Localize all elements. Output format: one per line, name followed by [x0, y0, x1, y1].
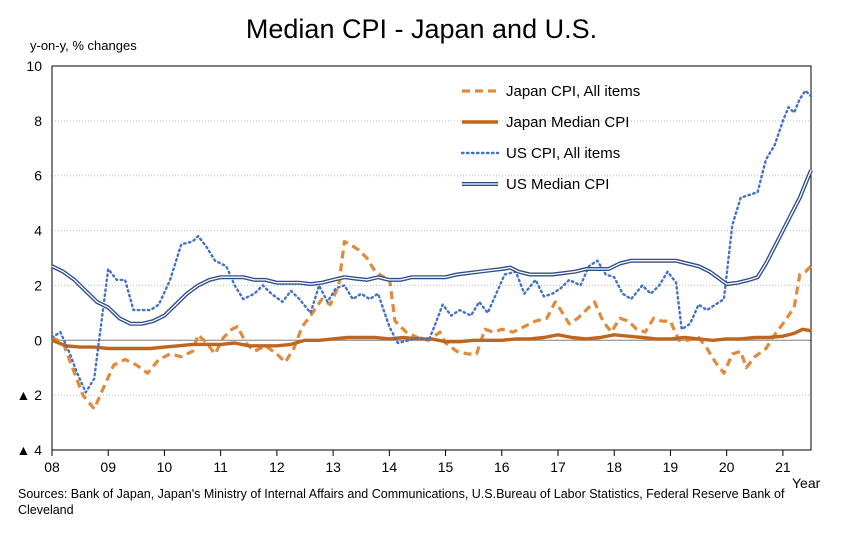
legend-label: Japan CPI, All items: [506, 83, 640, 100]
y-tick-label: 2: [34, 277, 42, 293]
y-tick-label: 6: [34, 168, 42, 184]
legend: Japan CPI, All items Japan Median CPI US C…: [460, 83, 640, 193]
series-line-3: [51, 169, 813, 326]
x-tick-label: 16: [494, 459, 510, 475]
x-tick-label: 18: [606, 459, 622, 475]
x-tick-label: 15: [438, 459, 454, 475]
x-tick-label: 13: [325, 459, 341, 475]
series-line-1: [51, 327, 812, 351]
x-axis-label: Year: [792, 475, 821, 491]
x-tick-label: 09: [100, 459, 116, 475]
legend-label: Japan Median CPI: [506, 114, 629, 131]
plot-frame: [51, 65, 812, 451]
x-tick-label: 08: [44, 459, 60, 475]
y-tick-label: 10: [26, 58, 42, 74]
y-tick-label: 0: [34, 332, 42, 348]
y-axis-label: y-on-y, % changes: [30, 38, 137, 53]
x-tick-label: 20: [719, 459, 735, 475]
y-tick-label: ▲ 2: [16, 387, 42, 403]
x-tick-label: 11: [213, 459, 228, 475]
legend-label: US Median CPI: [506, 176, 609, 193]
x-tick-label: 21: [775, 459, 791, 475]
x-tick-label: 14: [382, 459, 398, 475]
y-tick-label: 4: [34, 223, 42, 239]
y-tick-label: 8: [34, 113, 42, 129]
x-tick-label: 10: [157, 459, 173, 475]
x-tick-label: 12: [269, 459, 285, 475]
series-line-2: [50, 89, 813, 394]
x-tick-label: 19: [663, 459, 679, 475]
sources-note: Sources: Bank of Japan, Japan's Ministry…: [18, 487, 785, 517]
legend-label: US CPI, All items: [506, 145, 620, 162]
chart-title: Median CPI - Japan and U.S.: [245, 14, 598, 44]
series-lines: [50, 89, 813, 411]
x-tick-label: 17: [550, 459, 566, 475]
series-line-3-inner: [51, 169, 812, 325]
y-tick-label: ▲ 4: [16, 442, 42, 458]
